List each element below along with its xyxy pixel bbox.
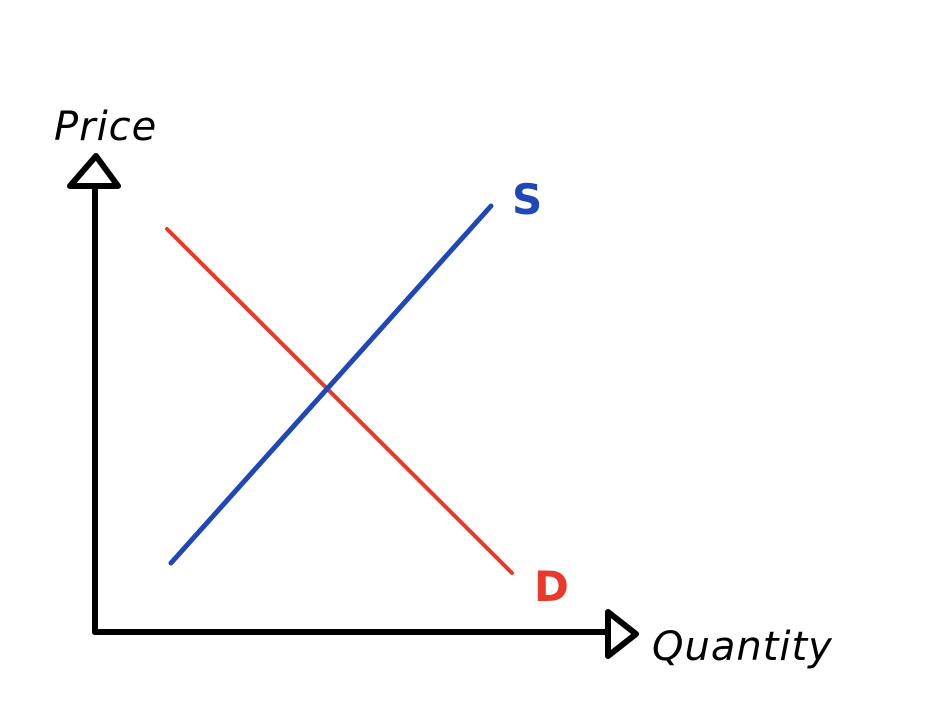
y-axis-label: Price xyxy=(54,104,157,150)
demand-curve xyxy=(165,227,514,575)
axes xyxy=(67,153,639,659)
x-axis-arrowhead xyxy=(605,609,639,659)
y-axis-arrowhead xyxy=(67,153,121,189)
x-axis-label: Quantity xyxy=(652,624,833,670)
demand-label: D xyxy=(534,562,569,611)
supply-curve xyxy=(168,203,494,566)
supply-label: S xyxy=(512,175,542,224)
